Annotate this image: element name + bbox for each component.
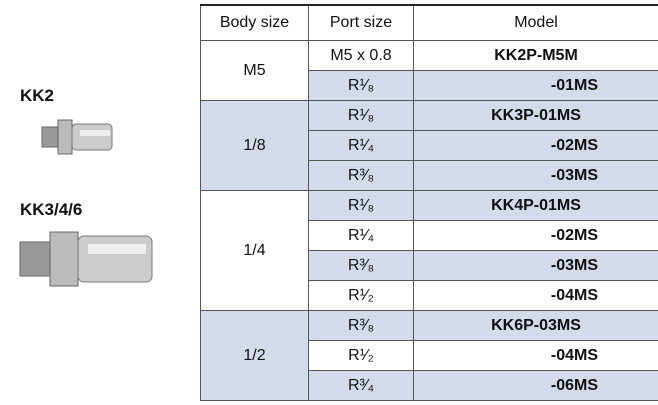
header-cell: Port size [308,4,414,41]
port-size: R¹⁄₂ [308,280,414,311]
body-size: M5 [200,40,309,101]
port-size: R¹⁄₈ [308,190,414,221]
model: -03MS [413,160,658,191]
port-size: M5 x 0.8 [308,40,414,71]
port-size: R¹⁄₄ [308,130,414,161]
model: -04MS [413,340,658,371]
body-size: 1/2 [200,310,309,401]
port-size: R³⁄₄ [308,370,414,401]
port-size: R³⁄₈ [308,250,414,281]
header-cell: Body size [200,4,309,41]
model: KK6P-03MS [413,310,658,341]
model: -02MS [413,220,658,251]
model: KK3P-01MS [413,100,658,131]
fitting-image [41,119,113,155]
port-size: R¹⁄₈ [308,100,414,131]
port-size: R³⁄₈ [308,160,414,191]
model: -01MS [413,70,658,101]
port-size: R¹⁄₂ [308,340,414,371]
header-cell: Model [413,4,658,41]
body-size: 1/8 [200,100,309,191]
port-size: R¹⁄₈ [308,70,414,101]
model: -06MS [413,370,658,401]
model: -03MS [413,250,658,281]
model-table: Body size Port size Model M5 M5 x 0.8 KK2P-M… [200,4,658,401]
model: KK4P-01MS [413,190,658,221]
product-label: KK2 [20,86,55,105]
model: -02MS [413,130,658,161]
port-size: R³⁄₈ [308,310,414,341]
model: KK2P-M5M [413,40,658,71]
port-size: R¹⁄₄ [308,220,414,251]
product-label: KK3/4/6 [20,200,83,219]
body-size: 1/4 [200,190,309,311]
fitting-image [19,231,153,287]
model: -04MS [413,280,658,311]
